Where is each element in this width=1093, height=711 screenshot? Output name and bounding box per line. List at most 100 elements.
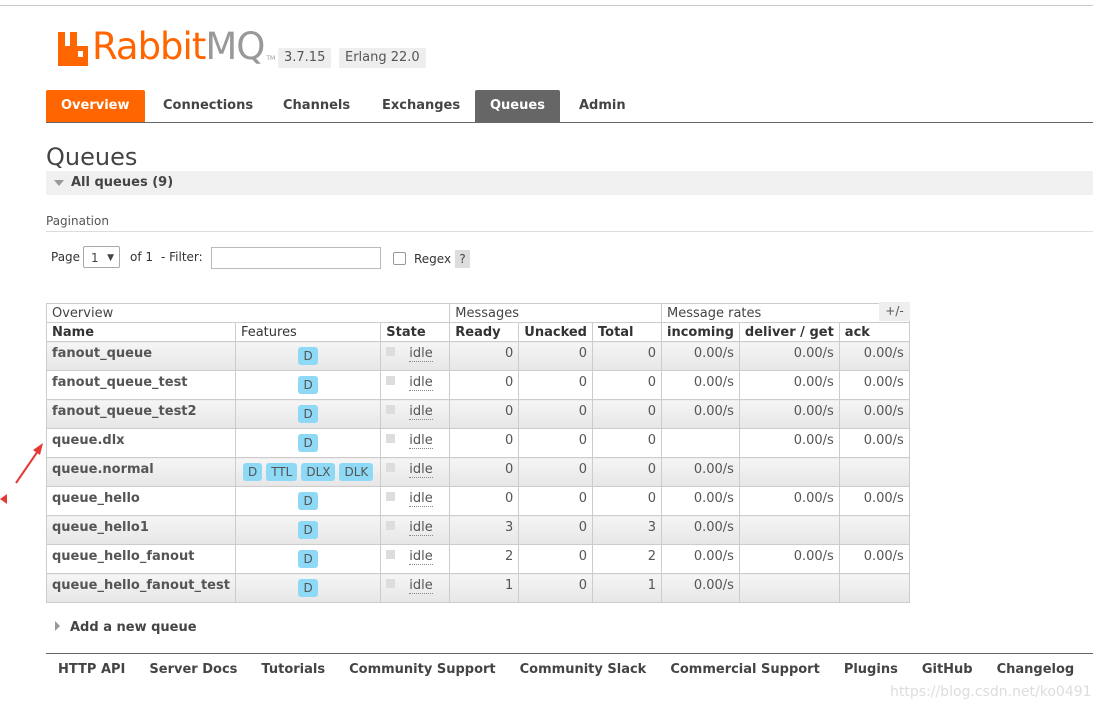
queue-ack-rate: 0.00/s <box>838 341 910 371</box>
queue-ready: 0 <box>449 428 520 458</box>
queue-ready: 3 <box>449 515 520 545</box>
regex-label: Regex <box>414 252 452 266</box>
col-name[interactable]: Name <box>46 322 236 342</box>
annotation-arrow-icon <box>0 443 43 504</box>
footer-link-github[interactable]: GitHub <box>921 662 973 677</box>
queue-ready: 0 <box>449 370 520 400</box>
tab-exchanges[interactable]: Exchanges <box>382 98 461 113</box>
queue-total: 0 <box>592 457 662 487</box>
logo-trademark: TM <box>266 55 276 62</box>
tab-connections[interactable]: Connections <box>163 98 254 113</box>
queue-ack-rate <box>838 573 910 603</box>
top-rule <box>0 5 1093 6</box>
queue-unacked: 0 <box>518 515 593 545</box>
tab-queues[interactable]: Queues <box>475 90 560 122</box>
queue-deliver-rate <box>738 457 840 487</box>
queue-unacked: 0 <box>518 573 593 603</box>
col-ack[interactable]: ack <box>838 322 910 342</box>
queue-features: D TTL DLX DLK <box>234 457 382 487</box>
queue-name-link[interactable]: queue.normal <box>46 457 236 487</box>
queue-unacked: 0 <box>518 428 593 458</box>
queue-ack-rate <box>838 457 910 487</box>
feature-badge: D <box>298 550 318 568</box>
regex-help-button[interactable]: ? <box>455 250 470 268</box>
version-badge: 3.7.15 <box>278 48 332 68</box>
queue-ack-rate <box>838 515 910 545</box>
add-queue-toggle[interactable]: Add a new queue <box>55 620 197 635</box>
col-incoming[interactable]: incoming <box>661 322 740 342</box>
queue-incoming-rate <box>661 428 740 458</box>
col-deliver-get[interactable]: deliver / get <box>738 322 840 342</box>
queue-total: 2 <box>592 544 662 574</box>
footer-link-changelog[interactable]: Changelog <box>996 662 1075 677</box>
queue-name-link[interactable]: queue.dlx <box>46 428 236 458</box>
state-indicator-icon <box>386 376 396 385</box>
regex-checkbox[interactable] <box>393 252 406 265</box>
logo-text: RabbitMQ <box>92 25 265 68</box>
col-features: Features <box>234 322 382 342</box>
footer-links: HTTP API Server Docs Tutorials Community… <box>46 662 1086 677</box>
footer-link-plugins[interactable]: Plugins <box>843 662 898 677</box>
col-unacked[interactable]: Unacked <box>518 322 593 342</box>
feature-badge: D <box>298 434 318 452</box>
footer-link-community-slack[interactable]: Community Slack <box>519 662 647 677</box>
expand-triangle-icon <box>55 621 60 631</box>
queue-deliver-rate: 0.00/s <box>738 370 840 400</box>
queue-state: idle <box>380 573 451 603</box>
footer-link-community-support[interactable]: Community Support <box>349 662 496 677</box>
feature-badge: DLX <box>301 463 336 481</box>
group-message-rates: Message rates <box>661 303 910 323</box>
queue-name-link[interactable]: fanout_queue_test <box>46 370 236 400</box>
queue-deliver-rate <box>738 515 840 545</box>
column-toggle-button[interactable]: +/- <box>879 302 910 321</box>
rabbitmq-logo[interactable]: RabbitMQ TM <box>58 28 275 66</box>
collapse-triangle-icon <box>54 180 64 186</box>
queue-name-link[interactable]: fanout_queue <box>46 341 236 371</box>
queue-deliver-rate: 0.00/s <box>738 399 840 429</box>
footer-link-tutorials[interactable]: Tutorials <box>261 662 326 677</box>
queue-name-link[interactable]: fanout_queue_test2 <box>46 399 236 429</box>
queue-features: D <box>234 544 382 574</box>
footer-link-server-docs[interactable]: Server Docs <box>149 662 238 677</box>
col-total[interactable]: Total <box>592 322 662 342</box>
filter-input[interactable] <box>211 247 381 269</box>
queue-ready: 0 <box>449 341 520 371</box>
page-select[interactable]: 1 ▼ <box>83 246 120 268</box>
queue-ready: 1 <box>449 573 520 603</box>
queue-name-link[interactable]: queue_hello_fanout <box>46 544 236 574</box>
footer-link-commercial-support[interactable]: Commercial Support <box>670 662 820 677</box>
queue-name-link[interactable]: queue_hello <box>46 486 236 516</box>
col-ready[interactable]: Ready <box>449 322 520 342</box>
tab-channels[interactable]: Channels <box>283 98 351 113</box>
queue-ack-rate: 0.00/s <box>838 428 910 458</box>
queue-state: idle <box>380 515 451 545</box>
state-indicator-icon <box>386 405 396 414</box>
tab-admin[interactable]: Admin <box>579 98 626 113</box>
state-indicator-icon <box>386 347 396 356</box>
group-messages: Messages <box>449 303 662 323</box>
queue-unacked: 0 <box>518 457 593 487</box>
section-title: All queues (9) <box>71 175 174 190</box>
pagination-label: Pagination <box>46 214 109 228</box>
queue-name-link[interactable]: queue_hello_fanout_test <box>46 573 236 603</box>
queue-features: D <box>234 428 382 458</box>
footer-link-http-api[interactable]: HTTP API <box>58 662 126 677</box>
filter-label: - Filter: <box>161 250 203 264</box>
col-state[interactable]: State <box>380 322 451 342</box>
tab-overview[interactable]: Overview <box>46 90 145 122</box>
table-row: queue.normal D TTL DLX DLK idle 0 0 0 0.00/s <box>46 457 910 487</box>
queue-total: 0 <box>592 341 662 371</box>
queue-ack-rate: 0.00/s <box>838 399 910 429</box>
all-queues-section-toggle[interactable]: All queues (9) <box>46 171 1093 195</box>
queue-state: idle <box>380 486 451 516</box>
queue-state: idle <box>380 457 451 487</box>
queue-total: 0 <box>592 428 662 458</box>
queue-incoming-rate: 0.00/s <box>661 573 740 603</box>
feature-badge: TTL <box>266 463 298 481</box>
queue-name-link[interactable]: queue_hello1 <box>46 515 236 545</box>
